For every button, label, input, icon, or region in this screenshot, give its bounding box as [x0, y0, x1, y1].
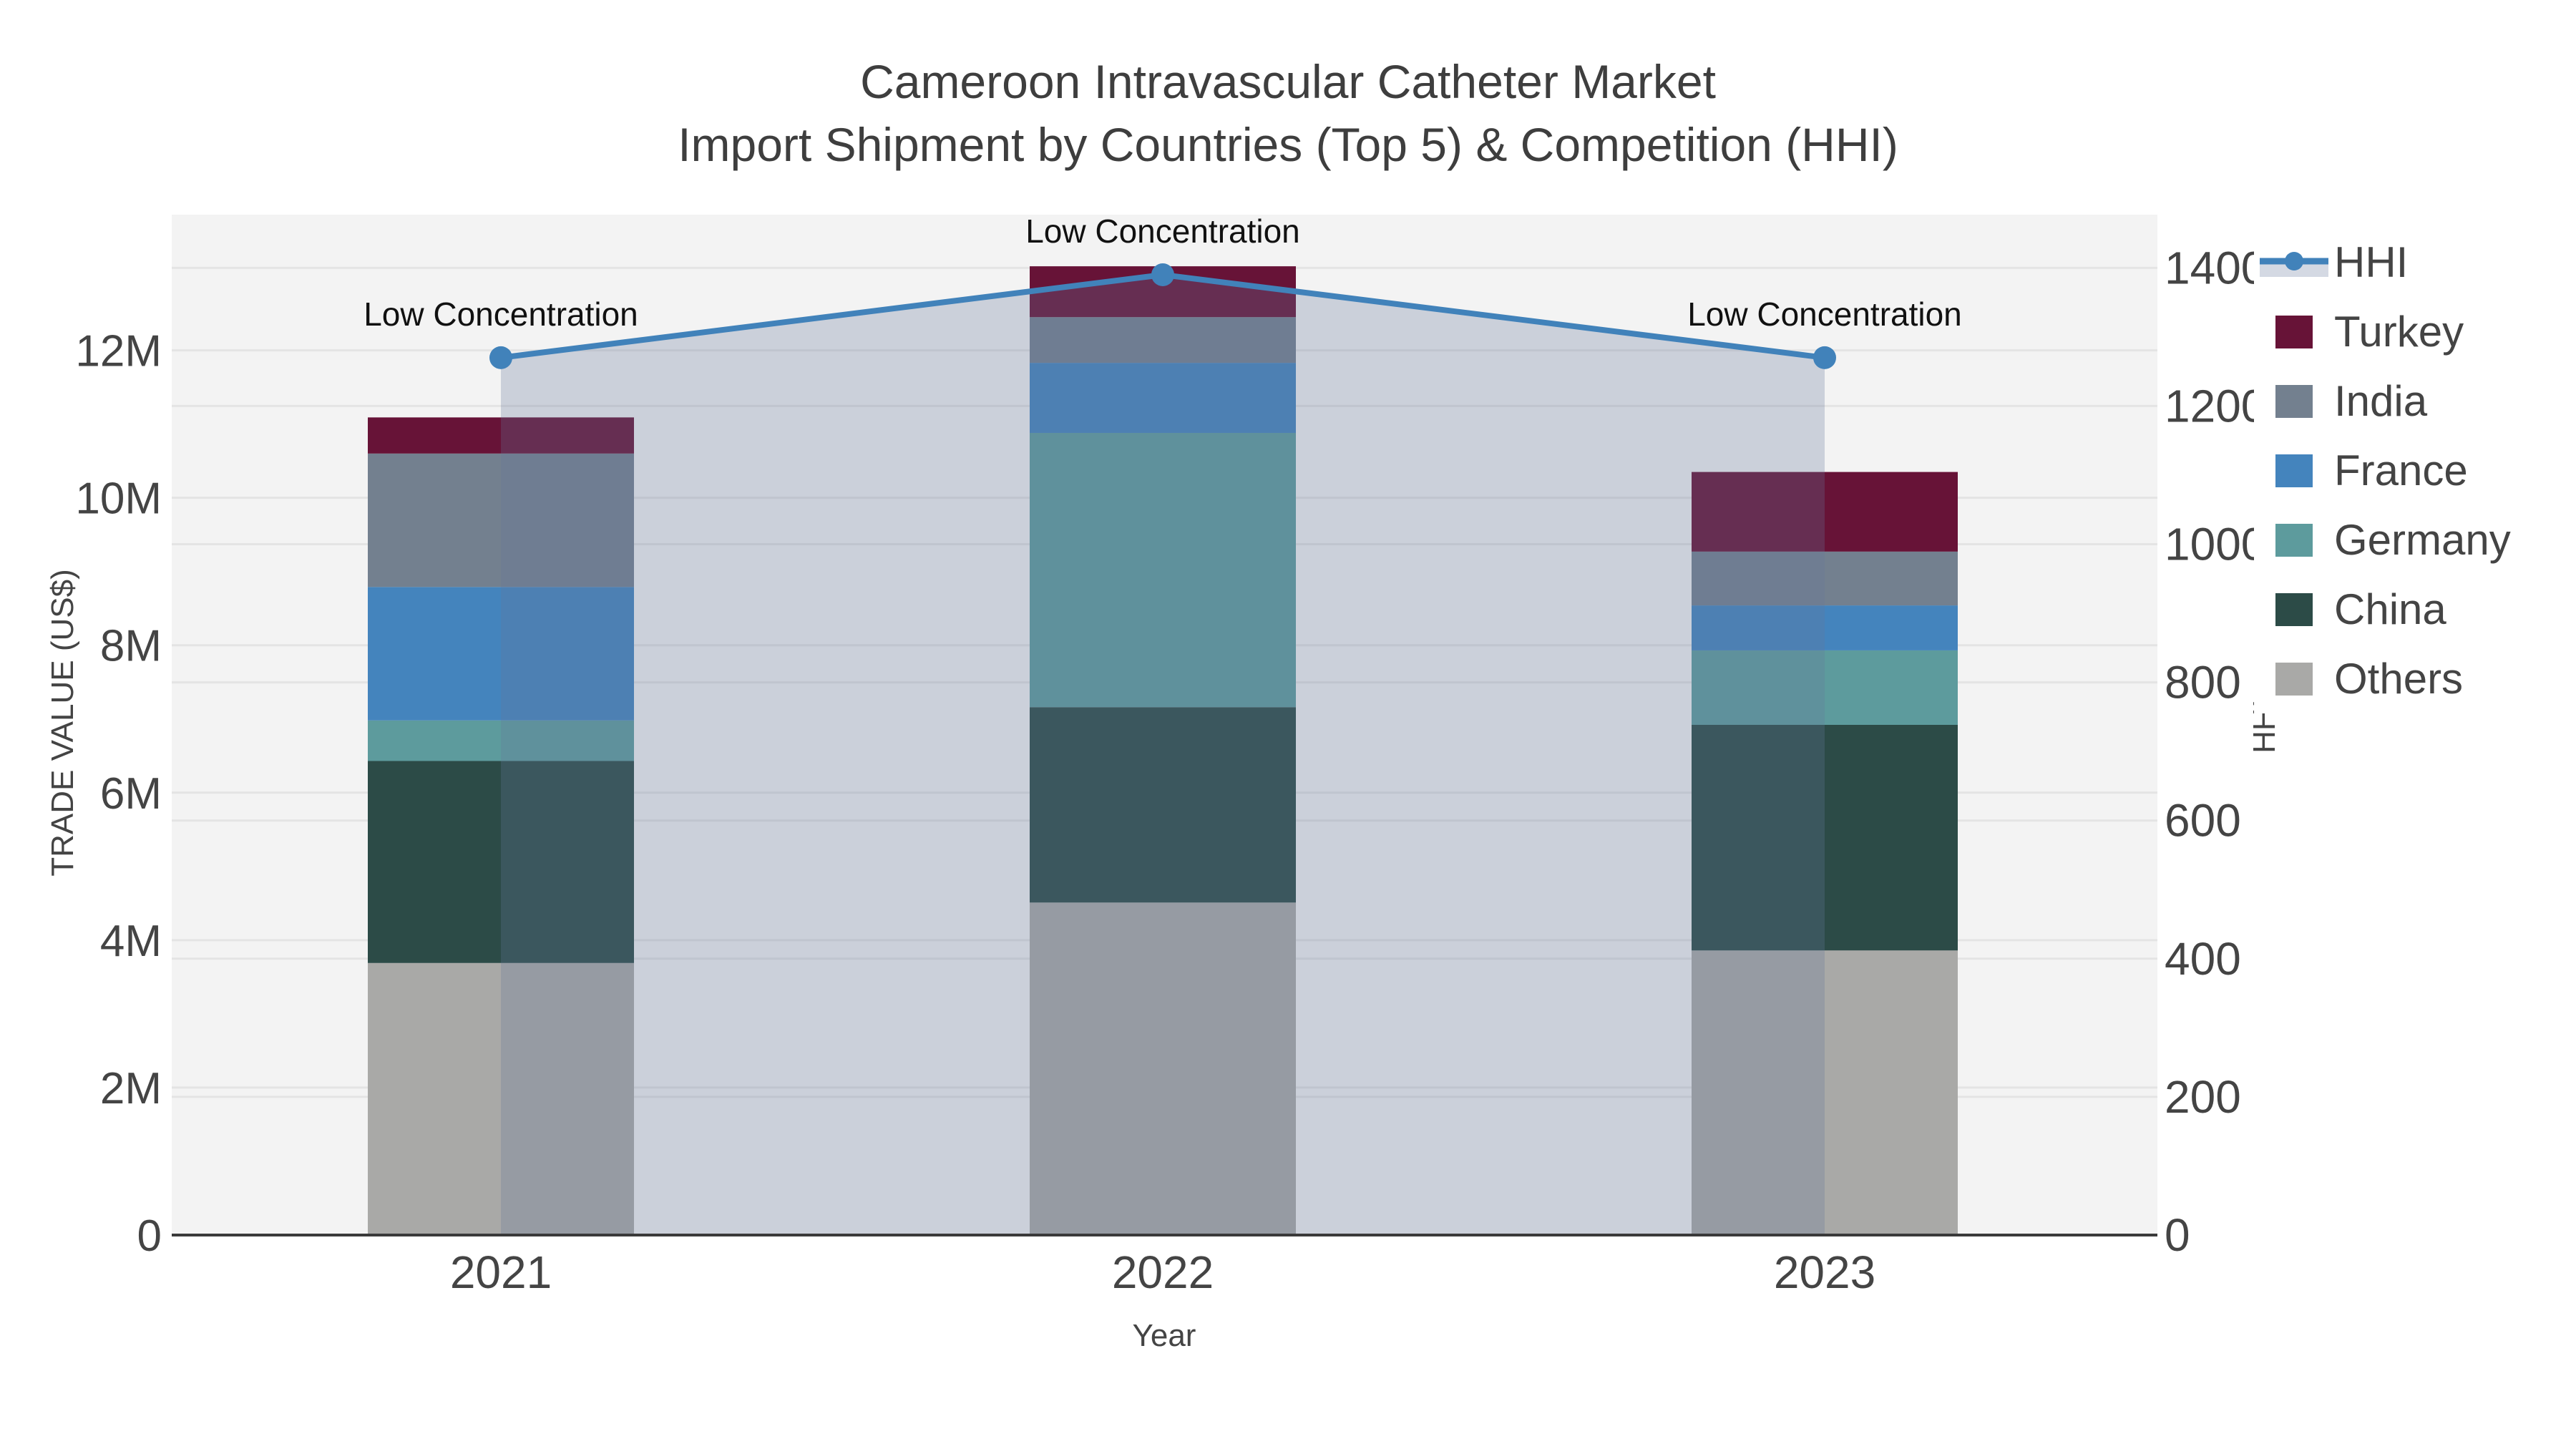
bar-segment-2022-others [1030, 902, 1296, 1235]
annotation-2023: Low Concentration [1687, 296, 1962, 333]
hhi-area-fill [501, 274, 1825, 1235]
y-right-tick-200: 200 [2165, 1071, 2241, 1123]
hhi-marker-2021 [489, 346, 512, 369]
bar-segment-2023-others [1692, 950, 1958, 1235]
y-right-tick-1200: 1200 [2165, 380, 2266, 431]
china-swatch-icon [2254, 592, 2334, 626]
legend-label: Germany [2334, 516, 2511, 564]
bar-segment-2021-others [368, 962, 634, 1235]
y-right-tick-1400: 1400 [2165, 242, 2266, 293]
turkey-swatch-icon [2254, 315, 2334, 348]
x-tick-2021: 2021 [450, 1246, 552, 1298]
others-swatch-icon [2254, 662, 2334, 696]
bar-segment-2022-china [1030, 707, 1296, 903]
chart-title-line2: Import Shipment by Countries (Top 5) & C… [678, 118, 1898, 171]
y-left-tick-10M: 10M [75, 474, 162, 524]
bar-segment-2023-germany [1692, 650, 1958, 725]
y-left-tick-6M: 6M [100, 769, 162, 819]
india-swatch-icon [2254, 384, 2334, 418]
legend-color-box [2275, 592, 2313, 626]
y-axis-title-left: TRADE VALUE (US$) [45, 569, 80, 877]
bar-segment-2023-france [1692, 605, 1958, 650]
y-left-tick-2M: 2M [100, 1064, 162, 1113]
legend-item-china[interactable]: China [2254, 575, 2576, 644]
y-right-tick-400: 400 [2165, 933, 2241, 985]
annotation-2022: Low Concentration [1025, 213, 1300, 250]
legend-item-others[interactable]: Others [2254, 644, 2576, 713]
legend: HHI Turkey India France Germany China Others [2254, 228, 2576, 713]
legend-label: HHI [2334, 238, 2409, 286]
bar-segment-2022-france [1030, 363, 1296, 433]
legend-label: China [2334, 585, 2446, 633]
legend-item-germany[interactable]: Germany [2254, 505, 2576, 575]
bar-segment-2021-turkey [368, 417, 634, 454]
y-left-tick-12M: 12M [75, 327, 162, 376]
bar-segment-2021-germany [368, 720, 634, 761]
y-left-tick-4M: 4M [100, 917, 162, 966]
france-swatch-icon [2254, 454, 2334, 487]
bar-segment-2021-china [368, 761, 634, 963]
legend-color-box [2275, 315, 2313, 348]
y-right-tick-800: 800 [2165, 657, 2241, 708]
x-tick-2023: 2023 [1774, 1246, 1875, 1298]
legend-item-turkey[interactable]: Turkey [2254, 297, 2576, 366]
chart-title: Cameroon Intravascular Catheter Market I… [0, 50, 2576, 176]
hhi-marker-2022 [1151, 263, 1174, 286]
hhi-line-swatch-icon [2254, 241, 2334, 284]
bar-segment-2021-france [368, 587, 634, 721]
legend-color-box [2275, 384, 2313, 418]
legend-label: France [2334, 447, 2468, 494]
legend-color-box [2275, 523, 2313, 557]
bar-segment-2023-turkey [1692, 472, 1958, 552]
y-right-tick-1000: 1000 [2165, 519, 2266, 570]
legend-item-hhi[interactable]: HHI [2254, 228, 2576, 297]
y-left-tick-8M: 8M [100, 622, 162, 671]
legend-color-box [2275, 662, 2313, 696]
legend-item-france[interactable]: France [2254, 436, 2576, 505]
bar-segment-2022-germany [1030, 432, 1296, 708]
legend-label: Others [2334, 655, 2464, 703]
legend-label: Turkey [2334, 308, 2464, 356]
bar-segment-2023-india [1692, 551, 1958, 606]
x-axis-title: Year [1132, 1318, 1196, 1353]
legend-label: India [2334, 377, 2428, 425]
bar-segment-2023-china [1692, 725, 1958, 951]
bar-segment-2021-india [368, 453, 634, 587]
hhi-marker-2023 [1813, 346, 1836, 369]
y-right-tick-600: 600 [2165, 795, 2241, 847]
y-left-tick-0: 0 [137, 1211, 162, 1261]
chart-title-line1: Cameroon Intravascular Catheter Market [860, 55, 1716, 108]
legend-color-box [2275, 454, 2313, 487]
legend-item-india[interactable]: India [2254, 366, 2576, 436]
x-tick-2022: 2022 [1112, 1246, 1214, 1298]
annotation-2021: Low Concentration [364, 296, 638, 333]
y-right-tick-0: 0 [2165, 1209, 2190, 1261]
bar-segment-2022-india [1030, 317, 1296, 364]
germany-swatch-icon [2254, 523, 2334, 557]
